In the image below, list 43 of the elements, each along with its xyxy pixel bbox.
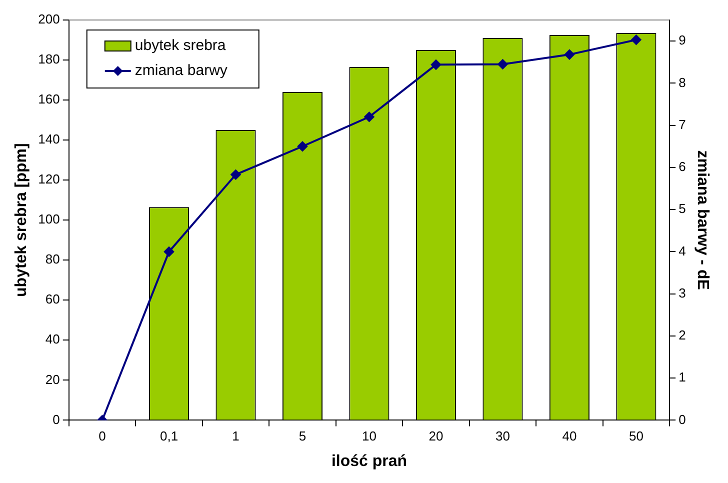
point [364, 112, 374, 122]
y-tick-label: 60 [45, 292, 60, 307]
x-tick-label: 0 [98, 428, 106, 444]
y-tick-label: 0 [52, 412, 60, 427]
x-tick-label: 40 [562, 428, 577, 444]
y2-tick-label: 0 [678, 412, 686, 427]
x-tick-label: 0,1 [160, 428, 178, 444]
y2-tick-label: 9 [678, 32, 686, 48]
point [297, 141, 308, 152]
y-tick-label: 140 [38, 132, 60, 147]
y2-tick-label: 3 [678, 285, 686, 300]
y-tick-label: 120 [38, 172, 60, 187]
y2-tick-label: 5 [678, 201, 686, 216]
y-tick-label: 20 [45, 372, 60, 387]
x-tick-label: 30 [495, 428, 510, 444]
x-tick-label: 10 [362, 428, 376, 444]
point [430, 60, 441, 70]
point [631, 34, 642, 45]
point [164, 246, 174, 257]
y2-tick-label: 6 [678, 159, 686, 174]
y-tick-label: 180 [38, 52, 60, 67]
y2-axis-title: zmiana barwy - dE [694, 150, 711, 290]
y2-tick-label: 7 [678, 116, 686, 132]
point [230, 170, 241, 180]
x-tick-label: 1 [232, 428, 240, 444]
x-tick-label: 50 [628, 428, 644, 444]
legend-label: zmiana barwy [134, 62, 228, 80]
y-tick-label: 100 [38, 212, 60, 227]
y2-tick-label: 1 [678, 370, 686, 385]
y2-tick-label: 8 [678, 74, 686, 90]
point [498, 59, 508, 70]
x-tick-label: 20 [428, 428, 444, 444]
legend-label: ubytek srebra [134, 37, 226, 54]
x-tick-label: 5 [298, 428, 306, 444]
y-axis-title: ubytek srebra [ppm] [13, 143, 30, 298]
x-axis-title: ilość prań [331, 452, 408, 470]
y2-tick-label: 4 [678, 243, 686, 258]
y-tick-label: 160 [38, 92, 60, 107]
point [564, 50, 574, 60]
y-tick-label: 80 [45, 252, 60, 267]
y2-tick-label: 2 [678, 328, 686, 343]
y-tick-label: 200 [38, 12, 60, 27]
y-tick-label: 40 [45, 332, 60, 347]
